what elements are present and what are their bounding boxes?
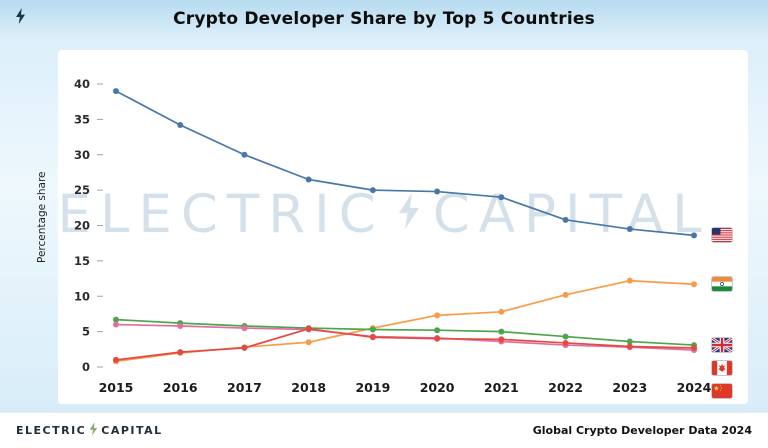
data-point-united-states — [691, 232, 697, 239]
data-point-united-states — [369, 187, 376, 194]
lightning-bolt-icon — [15, 8, 26, 28]
data-point-india — [626, 277, 633, 284]
data-point-china — [177, 349, 184, 356]
x-tick-label: 2024 — [677, 380, 712, 395]
x-tick-label: 2018 — [291, 380, 326, 395]
data-point-united-kingdom — [369, 326, 376, 333]
x-tick-label: 2021 — [484, 380, 519, 395]
watermark-text-right: CAPITAL — [432, 184, 711, 245]
series-line-united-states — [115, 90, 695, 237]
chart-title: Crypto Developer Share by Top 5 Countrie… — [173, 9, 595, 29]
data-point-united-kingdom — [113, 316, 119, 323]
data-point-united-states — [177, 122, 184, 129]
data-point-canada — [177, 322, 184, 329]
data-point-united-kingdom — [562, 333, 569, 340]
data-point-united-kingdom — [626, 338, 633, 345]
y-tick-label: 40 — [74, 77, 90, 91]
data-point-china — [369, 334, 376, 341]
data-point-china — [691, 344, 697, 351]
data-point-china — [498, 336, 505, 343]
brand-bolt-icon — [89, 422, 98, 439]
x-tick-label: 2020 — [420, 380, 455, 395]
series-line-india — [115, 279, 695, 363]
y-tick-label: 20 — [74, 219, 90, 233]
y-tick-label: 25 — [74, 183, 90, 197]
watermark-text-left: ELECTRIC — [57, 184, 385, 245]
y-tick-label: 30 — [74, 148, 90, 162]
watermark-bolt-icon — [397, 184, 421, 245]
series-line-china — [115, 327, 695, 361]
footer-bar: ELECTRIC CAPITAL Global Crypto Developer… — [0, 412, 768, 448]
y-tick-label: 35 — [74, 112, 90, 126]
data-point-united-states — [241, 151, 248, 158]
data-point-india — [498, 308, 505, 315]
data-source-label: Global Crypto Developer Data 2024 — [532, 424, 752, 437]
data-point-china — [113, 356, 119, 363]
x-tick-label: 2015 — [99, 380, 134, 395]
data-point-china — [562, 339, 569, 346]
y-tick-label: 0 — [82, 360, 90, 374]
data-point-india — [434, 312, 441, 319]
data-point-china — [626, 343, 633, 350]
brand-text-left: ELECTRIC — [16, 424, 87, 437]
y-tick-label: 15 — [74, 254, 90, 268]
data-point-china — [305, 325, 312, 332]
data-point-india — [562, 291, 569, 298]
data-point-china — [241, 344, 248, 351]
x-tick-label: 2022 — [548, 380, 583, 395]
y-tick-label: 5 — [82, 325, 90, 339]
x-tick-label: 2023 — [612, 380, 647, 395]
data-point-united-states — [113, 88, 119, 95]
data-point-canada — [241, 325, 248, 332]
data-point-united-states — [562, 216, 569, 223]
series-line-united-kingdom — [115, 318, 695, 346]
watermark: ELECTRIC CAPITAL — [0, 184, 768, 245]
x-tick-label: 2017 — [227, 380, 262, 395]
brand-text-right: CAPITAL — [101, 424, 163, 437]
x-tick-label: 2019 — [355, 380, 390, 395]
plot-area — [58, 50, 748, 404]
electric-capital-logo: ELECTRIC CAPITAL — [16, 422, 163, 439]
data-point-united-states — [305, 176, 312, 183]
data-point-china — [434, 335, 441, 342]
data-point-india — [305, 339, 312, 346]
y-tick-label: 10 — [74, 289, 90, 303]
x-tick-label: 2016 — [163, 380, 198, 395]
data-point-united-states — [626, 226, 633, 233]
data-point-united-kingdom — [434, 327, 441, 334]
data-point-united-states — [434, 188, 441, 195]
data-point-canada — [113, 321, 119, 328]
data-point-united-states — [498, 194, 505, 201]
data-point-india — [691, 281, 697, 288]
data-point-united-kingdom — [498, 328, 505, 335]
